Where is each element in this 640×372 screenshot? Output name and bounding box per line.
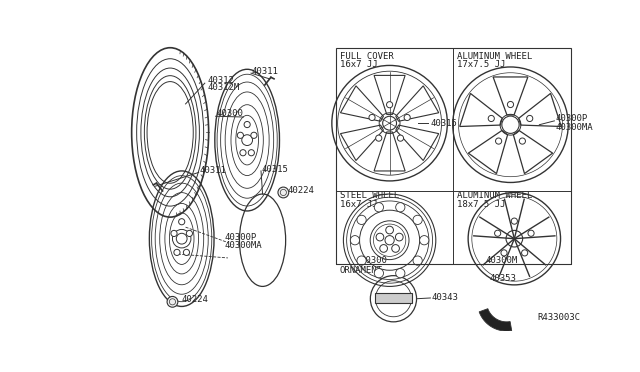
Circle shape <box>278 187 289 198</box>
Text: 40300MA: 40300MA <box>555 122 593 132</box>
Circle shape <box>174 249 180 256</box>
Text: ORNAMENT: ORNAMENT <box>340 266 383 275</box>
Circle shape <box>380 245 387 252</box>
Circle shape <box>528 230 534 236</box>
Text: 16x7 JJ: 16x7 JJ <box>340 60 377 69</box>
Text: 40300P: 40300P <box>555 114 588 123</box>
Circle shape <box>171 230 177 237</box>
Circle shape <box>387 102 393 108</box>
Text: 40300M: 40300M <box>485 256 517 265</box>
Circle shape <box>369 114 375 121</box>
Circle shape <box>251 132 257 138</box>
Circle shape <box>240 150 246 156</box>
Text: 16x7 JJ: 16x7 JJ <box>340 199 377 209</box>
Polygon shape <box>479 309 512 331</box>
Circle shape <box>237 132 243 138</box>
Circle shape <box>386 226 394 234</box>
Circle shape <box>374 269 383 278</box>
Circle shape <box>511 218 517 224</box>
Text: 40312: 40312 <box>207 76 234 84</box>
Circle shape <box>413 215 422 224</box>
Text: 40353: 40353 <box>490 274 516 283</box>
Text: 40311: 40311 <box>251 67 278 76</box>
Circle shape <box>519 138 525 144</box>
Text: 18x7.5 JJ: 18x7.5 JJ <box>458 199 506 209</box>
Text: 40300: 40300 <box>216 109 243 118</box>
Circle shape <box>508 102 513 108</box>
Circle shape <box>167 296 178 307</box>
Circle shape <box>376 233 384 241</box>
Circle shape <box>376 135 382 141</box>
Circle shape <box>522 250 528 256</box>
Text: 40224: 40224 <box>182 295 209 304</box>
Circle shape <box>501 250 507 256</box>
Circle shape <box>413 256 422 265</box>
Text: FULL COVER: FULL COVER <box>340 52 394 61</box>
Bar <box>336 48 570 264</box>
FancyBboxPatch shape <box>375 293 412 303</box>
Circle shape <box>396 233 403 241</box>
Circle shape <box>420 235 429 245</box>
Text: 40300P: 40300P <box>224 232 256 242</box>
Text: ALUMINUM WHEEL: ALUMINUM WHEEL <box>458 191 532 200</box>
Circle shape <box>357 215 366 224</box>
Circle shape <box>397 135 404 141</box>
Circle shape <box>396 269 405 278</box>
Text: 40315: 40315 <box>431 119 458 128</box>
Circle shape <box>374 203 383 212</box>
Text: 40315: 40315 <box>261 165 288 174</box>
Text: 40343: 40343 <box>432 294 459 302</box>
Text: R433003C: R433003C <box>538 313 580 322</box>
Circle shape <box>488 115 494 122</box>
Text: 40224: 40224 <box>288 186 315 195</box>
Circle shape <box>527 115 532 122</box>
Circle shape <box>495 230 500 236</box>
Circle shape <box>357 256 366 265</box>
Text: ALUMINUM WHEEL: ALUMINUM WHEEL <box>458 52 532 61</box>
Text: STEEL WHEEL: STEEL WHEEL <box>340 191 399 200</box>
Text: 40312M: 40312M <box>207 83 239 92</box>
Text: 40300MA: 40300MA <box>224 241 262 250</box>
Circle shape <box>244 121 250 128</box>
Circle shape <box>248 150 255 156</box>
Circle shape <box>495 138 502 144</box>
Circle shape <box>186 230 193 237</box>
Text: 17x7.5 JJ: 17x7.5 JJ <box>458 60 506 69</box>
Circle shape <box>392 245 399 252</box>
Circle shape <box>184 249 189 256</box>
Text: NISSAN: NISSAN <box>380 294 407 302</box>
Circle shape <box>396 203 405 212</box>
Text: 40311: 40311 <box>200 166 227 176</box>
Circle shape <box>350 235 360 245</box>
Circle shape <box>404 114 410 121</box>
Circle shape <box>179 219 185 225</box>
Text: 40300: 40300 <box>361 256 388 265</box>
